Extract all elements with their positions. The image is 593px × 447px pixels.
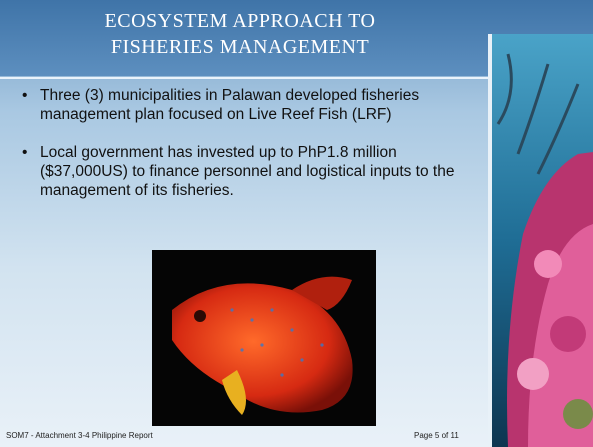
title-rule bbox=[0, 77, 593, 79]
fish-photo bbox=[152, 250, 376, 426]
coral-photo bbox=[488, 34, 593, 447]
footer-left: SOM7 - Attachment 3-4 Philippine Report bbox=[6, 431, 153, 440]
title-line: ECOSYSTEM APPROACH TO bbox=[104, 10, 376, 32]
bullet: Local government has invested up to PhP1… bbox=[22, 143, 462, 200]
footer-right: Page 5 of 11 bbox=[414, 431, 459, 440]
title-line: FISHERIES MANAGEMENT bbox=[110, 36, 370, 58]
slide-title: ECOSYSTEM APPROACH TO FISHERIES MANAGEME… bbox=[0, 8, 480, 60]
bullet-list: Three (3) municipalities in Palawan deve… bbox=[22, 86, 462, 219]
bullet: Three (3) municipalities in Palawan deve… bbox=[22, 86, 462, 124]
